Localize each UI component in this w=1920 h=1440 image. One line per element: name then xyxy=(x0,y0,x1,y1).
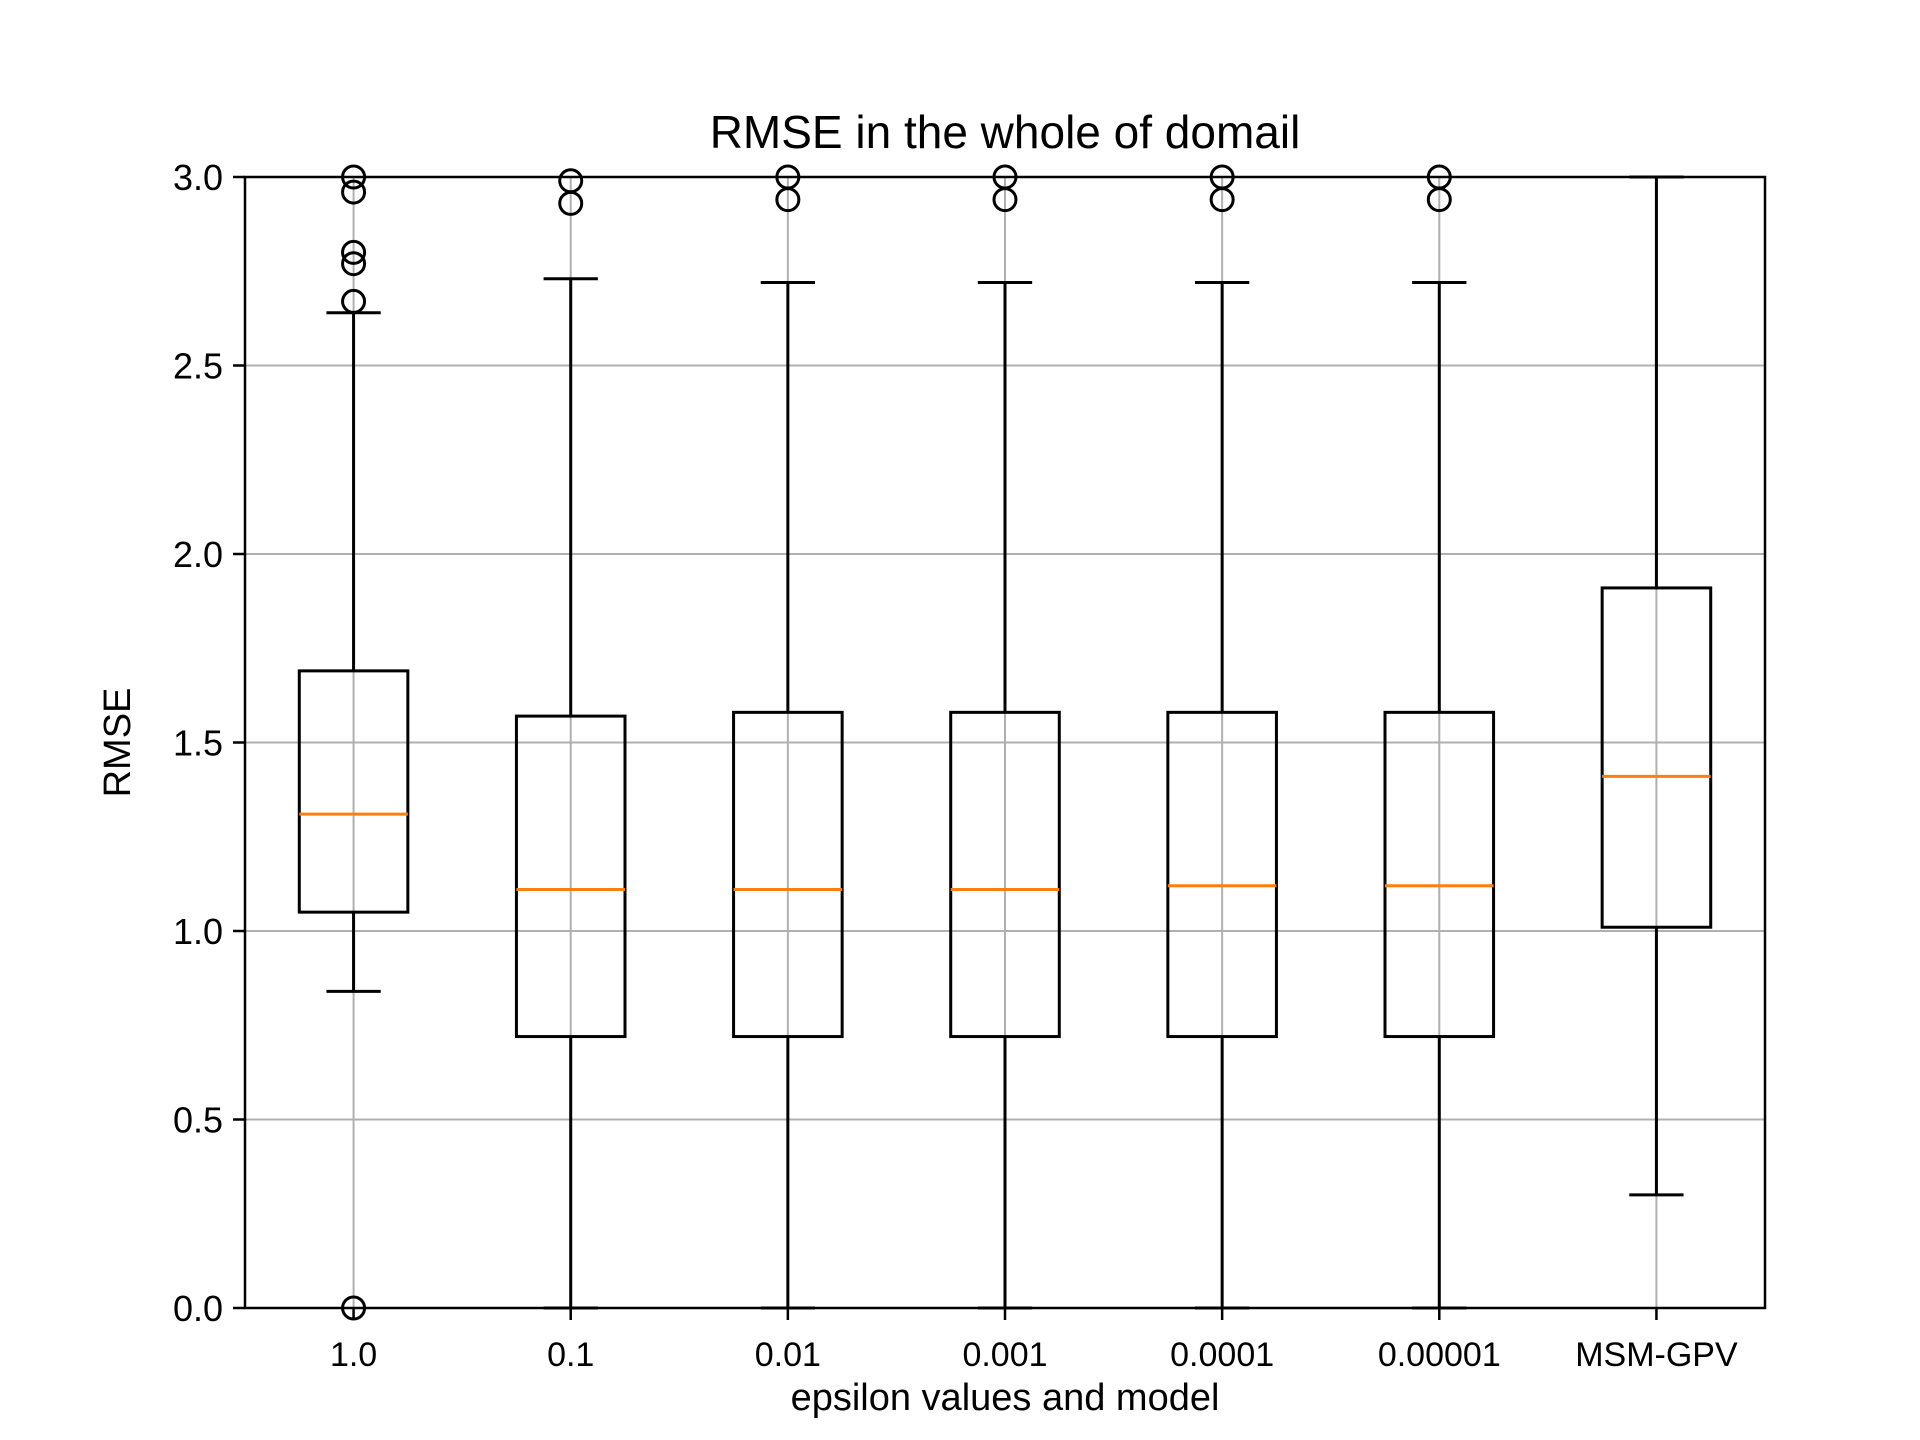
box-body xyxy=(949,710,1061,1039)
box-0.00001 xyxy=(1383,164,1496,1310)
outlier xyxy=(341,179,367,205)
x-tick-label: 0.01 xyxy=(755,1336,821,1374)
y-axis-label: RMSE xyxy=(97,688,139,798)
x-axis-label: epsilon values and model xyxy=(791,1377,1220,1419)
box-0.001 xyxy=(949,164,1061,1310)
x-tick-label: 0.1 xyxy=(547,1336,594,1374)
boxes xyxy=(297,164,1713,1321)
y-tick-label: 2.5 xyxy=(173,346,223,387)
box-body xyxy=(297,669,410,914)
x-tick-label: 0.0001 xyxy=(1170,1336,1274,1374)
x-tick-label: 0.001 xyxy=(962,1336,1047,1374)
y-tick-label: 1.5 xyxy=(173,723,223,764)
y-tick-label: 0.5 xyxy=(173,1100,223,1141)
x-tick-label: MSM-GPV xyxy=(1575,1336,1738,1374)
outlier xyxy=(341,251,367,277)
outlier xyxy=(558,168,584,194)
box-1.0 xyxy=(297,164,410,1321)
chart-title: RMSE in the whole of domail xyxy=(710,106,1301,158)
box-body xyxy=(732,710,844,1039)
box-body xyxy=(514,714,627,1039)
box-body xyxy=(1166,710,1278,1039)
box-0.01 xyxy=(732,164,844,1310)
box-0.0001 xyxy=(1166,164,1278,1310)
x-tick-label: 0.00001 xyxy=(1378,1336,1501,1374)
box-body xyxy=(1383,710,1496,1039)
y-axis: 0.0 0.5 1.0 1.5 2.0 2.5 3.0 xyxy=(173,157,245,1329)
y-tick-label: 3.0 xyxy=(173,157,223,198)
box-body xyxy=(1600,586,1713,929)
y-tick-label: 1.0 xyxy=(173,911,223,952)
outlier xyxy=(341,239,367,265)
outlier xyxy=(341,288,367,314)
y-tick-label: 2.0 xyxy=(173,534,223,575)
y-tick-label: 0.0 xyxy=(173,1288,223,1329)
x-tick-label: 1.0 xyxy=(330,1336,377,1374)
x-axis: 1.0 0.1 0.01 0.001 0.0001 0.00001 MSM-GPV xyxy=(330,1308,1738,1374)
